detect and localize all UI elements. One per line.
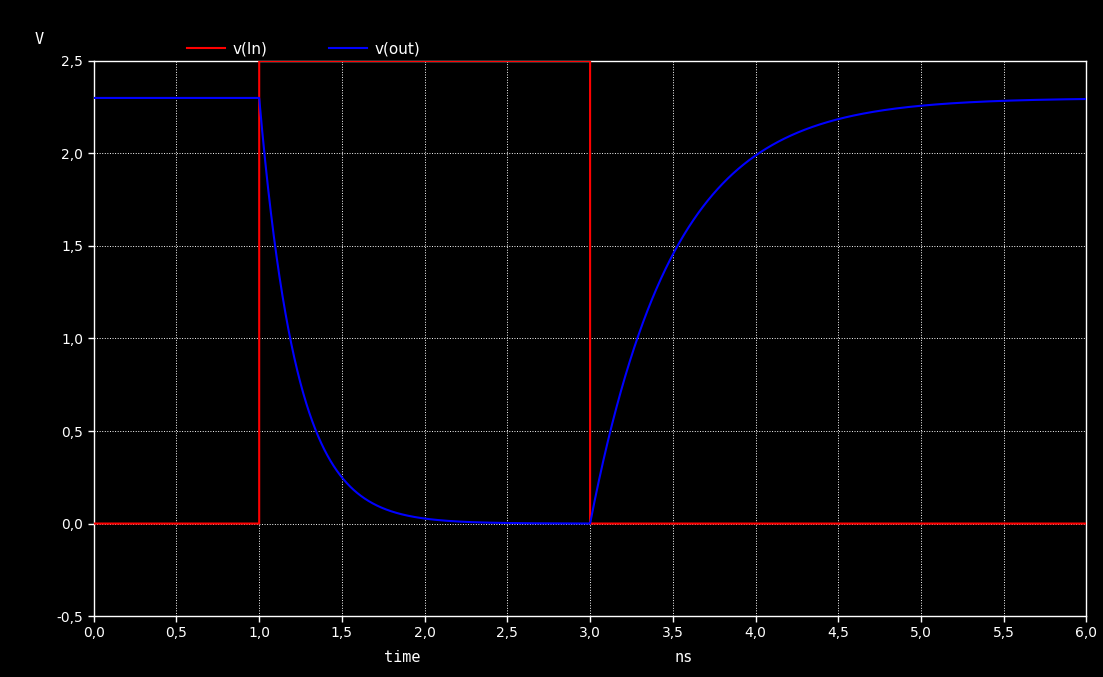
- Legend: v(In), v(out): v(In), v(out): [181, 35, 427, 62]
- Text: V: V: [34, 32, 43, 47]
- Text: time: time: [384, 650, 421, 665]
- Text: ns: ns: [675, 650, 693, 665]
